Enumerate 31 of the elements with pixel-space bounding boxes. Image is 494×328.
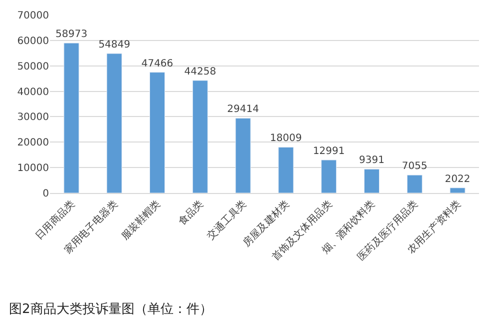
x-tick-label: 食品类 (176, 198, 206, 228)
y-tick-label: 30000 (17, 112, 49, 124)
bar (450, 188, 466, 193)
y-tick-label: 40000 (17, 86, 49, 98)
bar (235, 118, 251, 193)
data-label: 12991 (312, 146, 345, 157)
x-tick-label: 服装鞋帽类 (119, 198, 163, 242)
y-tick-label: 20000 (17, 138, 49, 149)
bar (64, 42, 80, 193)
bar (406, 174, 422, 193)
data-label: 29414 (227, 104, 259, 116)
data-label: 54849 (98, 40, 130, 51)
y-tick-label: 60000 (17, 36, 49, 47)
data-label: 47466 (141, 58, 174, 70)
bar (278, 146, 294, 193)
bar (149, 72, 166, 193)
y-tick-label: 50000 (17, 61, 49, 72)
data-label: 58973 (56, 29, 88, 40)
data-label: 7055 (402, 161, 428, 172)
data-label: 2022 (444, 174, 470, 185)
data-label: 44258 (184, 66, 216, 78)
caption: 图2商品大类投诉量图（单位：件） (9, 302, 212, 317)
bar (106, 53, 122, 193)
y-tick-label: 0 (42, 188, 49, 200)
bar (192, 80, 208, 193)
bar (364, 168, 380, 193)
y-tick-label: 10000 (17, 163, 49, 174)
data-label: 9391 (359, 155, 384, 166)
bar (321, 160, 337, 193)
data-label: 18009 (270, 133, 302, 144)
y-tick-label: 70000 (17, 10, 49, 22)
